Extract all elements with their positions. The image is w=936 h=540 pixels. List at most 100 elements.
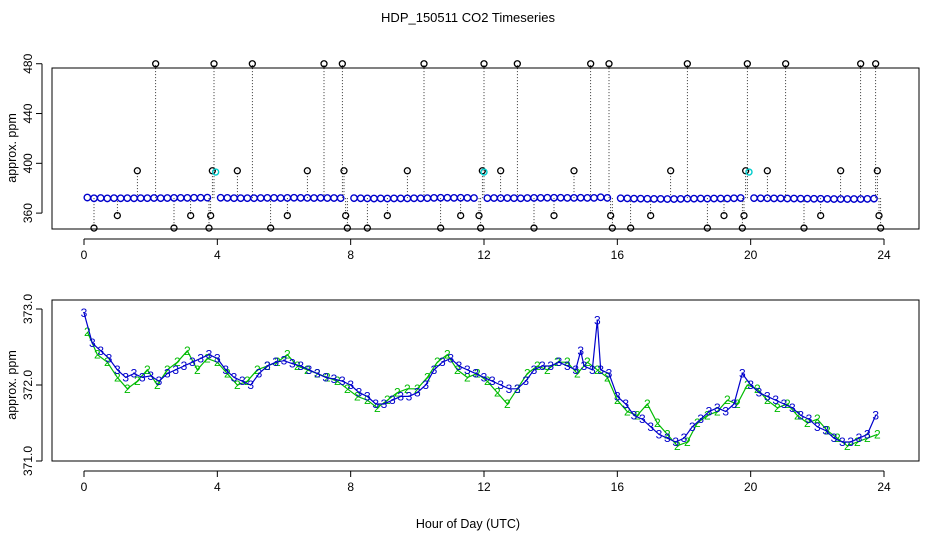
spike-point xyxy=(478,167,486,175)
bottom-x-tick-label: 20 xyxy=(744,480,758,494)
baseline-point xyxy=(723,194,732,203)
baseline-point xyxy=(370,194,378,203)
spike-point xyxy=(703,224,711,232)
series-3-marker: 3 xyxy=(456,359,463,373)
baseline-point xyxy=(310,194,318,202)
baseline-point xyxy=(196,193,205,202)
series-3-marker: 3 xyxy=(647,420,654,434)
series-2-marker: 2 xyxy=(154,378,161,392)
baseline-point xyxy=(323,194,332,202)
series-2-marker: 2 xyxy=(864,431,871,445)
series-2-marker: 2 xyxy=(804,416,811,430)
series-2-marker: 2 xyxy=(484,374,491,388)
series-2-marker: 2 xyxy=(404,382,411,396)
bottom-plot-axes: 0 4 8 12 16 20 24 371.0 372.0 373.0 xyxy=(21,294,891,494)
bottom-x-tick-label: 16 xyxy=(611,480,625,494)
baseline-point xyxy=(696,194,705,203)
series-3-marker: 3 xyxy=(797,408,804,422)
series-3-marker: 3 xyxy=(172,363,179,377)
baseline-point xyxy=(256,194,265,202)
baseline-point xyxy=(143,194,152,203)
series-3-marker: 3 xyxy=(781,397,788,411)
top-x-tick-label: 4 xyxy=(214,248,221,262)
series-2-marker: 2 xyxy=(444,348,451,362)
baseline-point xyxy=(843,195,852,203)
baseline-point xyxy=(276,194,285,202)
spike-point xyxy=(233,167,241,175)
top-x-tick-label: 12 xyxy=(477,248,491,262)
baseline-point xyxy=(290,193,298,202)
spike-point xyxy=(817,211,825,220)
series-2-marker: 2 xyxy=(204,351,211,365)
baseline-point xyxy=(203,193,212,202)
series-2-marker: 2 xyxy=(534,359,541,373)
series-2-marker: 2 xyxy=(554,355,561,369)
series-2-marker: 2 xyxy=(234,378,241,392)
series-2-marker: 2 xyxy=(454,363,461,377)
series-3-marker: 3 xyxy=(106,351,113,365)
top-plot-marks xyxy=(83,60,885,232)
spike-point xyxy=(570,167,578,175)
series-3-marker: 3 xyxy=(789,401,796,415)
baseline-point xyxy=(216,193,225,202)
series-2-marker: 2 xyxy=(384,393,391,407)
series-3-marker: 3 xyxy=(594,313,601,327)
baseline-point xyxy=(863,195,872,203)
baseline-point xyxy=(590,194,598,202)
baseline-point xyxy=(423,194,432,203)
spike-point xyxy=(740,211,748,220)
baseline-point xyxy=(176,194,185,202)
series-3-marker: 3 xyxy=(522,374,529,388)
series-2-marker: 2 xyxy=(464,370,471,384)
baseline-point xyxy=(436,193,445,202)
spike-point xyxy=(90,224,98,232)
series-3-marker: 3 xyxy=(114,363,121,377)
series-2-marker: 2 xyxy=(584,355,591,369)
baseline-point xyxy=(450,194,458,202)
baseline-point xyxy=(636,194,645,203)
spike-point xyxy=(152,60,160,68)
baseline-point xyxy=(443,193,452,202)
baseline-point xyxy=(803,194,812,203)
series-2-marker: 2 xyxy=(84,325,91,339)
series-3-marker: 3 xyxy=(772,393,779,407)
spike-point xyxy=(205,224,213,232)
series-2-marker: 2 xyxy=(174,355,181,369)
series-3-marker: 3 xyxy=(681,431,688,445)
bottom-y-tick-label: 372.0 xyxy=(21,370,35,400)
baseline-point xyxy=(456,193,465,202)
series-3-marker: 3 xyxy=(472,367,479,381)
baseline-point xyxy=(123,194,132,203)
series-3-marker: 3 xyxy=(631,408,638,422)
series-3-marker: 3 xyxy=(364,389,371,403)
baseline-point xyxy=(243,194,252,203)
series-2-marker: 2 xyxy=(544,363,551,377)
spike-point xyxy=(207,211,215,220)
series-3-marker: 3 xyxy=(464,363,471,377)
series-3-marker: 3 xyxy=(581,359,588,373)
baseline-point xyxy=(490,194,498,202)
highlight-point xyxy=(745,168,753,176)
series-2-marker: 2 xyxy=(664,427,671,441)
spike-point xyxy=(857,60,865,68)
series-3-marker: 3 xyxy=(281,354,288,368)
series-2-marker: 2 xyxy=(134,374,141,388)
series-3-marker: 3 xyxy=(397,389,404,403)
baseline-point xyxy=(410,194,418,203)
series-3-marker: 3 xyxy=(247,378,254,392)
bottom-x-tick-label: 0 xyxy=(81,480,88,494)
series-3-marker: 3 xyxy=(539,359,546,373)
series-3-marker: 3 xyxy=(197,351,204,365)
top-plot-axes: 0 4 8 12 16 20 24 360 400 440 480 xyxy=(21,53,891,262)
baseline-point xyxy=(630,194,638,203)
series-3-marker: 3 xyxy=(222,363,229,377)
series-3-marker: 3 xyxy=(356,386,363,400)
series-3-line xyxy=(83,312,877,443)
series-2-marker: 2 xyxy=(754,382,761,396)
x-axis-label: Hour of Day (UTC) xyxy=(416,517,520,531)
baseline-point xyxy=(576,193,585,202)
baseline-point xyxy=(390,194,398,203)
series-3-marker: 3 xyxy=(664,431,671,445)
series-2-marker: 2 xyxy=(654,416,661,430)
